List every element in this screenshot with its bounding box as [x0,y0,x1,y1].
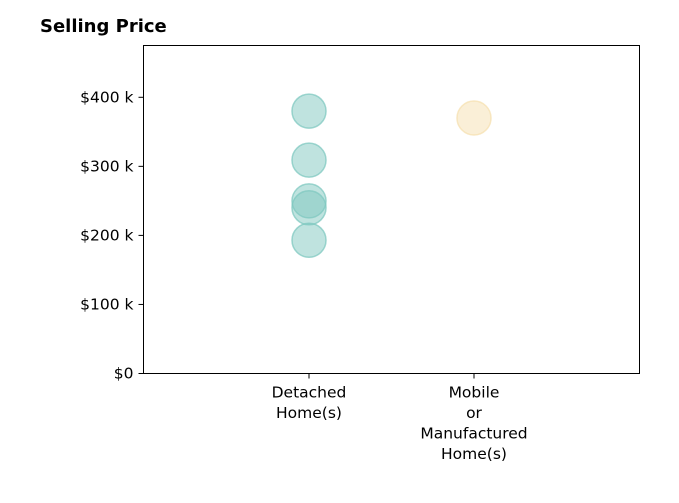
x-tick-label: Detached Home(s) [272,384,347,423]
y-tick-label: $200 k [80,226,133,244]
x-tick-label-line: Home(s) [276,404,342,422]
data-point [456,100,492,136]
x-tick-label-line: Detached [272,384,347,402]
points-layer [291,93,492,258]
x-tick-label-line: or [466,404,482,422]
data-point [291,190,327,226]
y-axis: $0 $100 k $200 k $300 k $400 k [80,88,144,383]
y-tick-label: $300 k [80,157,133,175]
x-tick-label: Mobile or Manufactured Home(s) [420,384,527,464]
y-tick-label: $0 [114,365,134,383]
data-point [291,142,327,178]
y-tick-label: $100 k [80,295,133,313]
x-tick-label-line: Mobile [449,384,500,402]
chart-title: Selling Price [40,16,167,37]
data-point [291,93,327,129]
y-tick-label: $400 k [80,88,133,106]
plot-frame [143,45,640,374]
data-point [291,222,327,258]
x-tick-label-line: Home(s) [441,445,507,463]
x-tick-label-line: Manufactured [420,425,527,443]
x-axis: Detached Home(s) Mobile or Manufactured Home(… [272,373,528,464]
